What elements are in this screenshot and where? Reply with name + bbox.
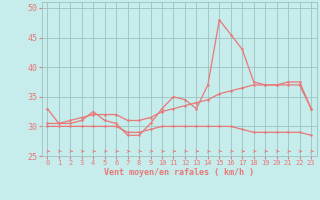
- X-axis label: Vent moyen/en rafales ( km/h ): Vent moyen/en rafales ( km/h ): [104, 168, 254, 177]
